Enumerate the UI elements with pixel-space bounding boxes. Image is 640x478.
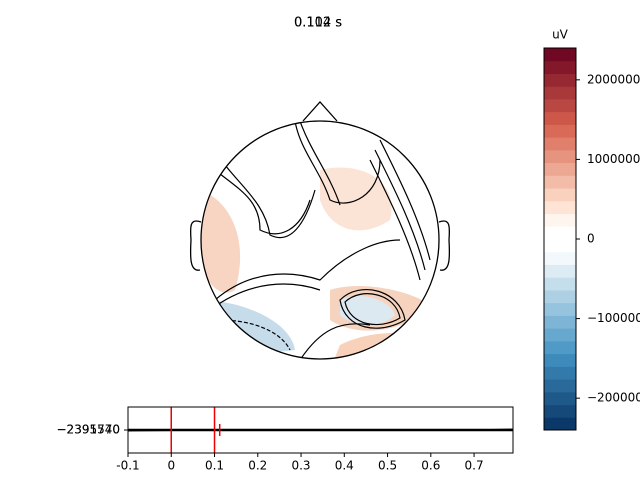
time-title: 0.112 s: [294, 16, 342, 31]
colorbar-band: [544, 48, 576, 62]
colorbar: 2000000 1000000 0 −1000000 −2000000: [543, 47, 640, 431]
y-tick-label: −2391740: [57, 423, 121, 437]
colorbar-tick-label: 0: [587, 232, 595, 246]
x-tick-label: 0: [167, 459, 175, 473]
head-outline: [200, 120, 440, 360]
x-tick-label: 0.2: [248, 459, 267, 473]
y-tick-label: −2395570: [57, 423, 121, 437]
left-ear: [189, 220, 202, 271]
x-tick-label: 0.7: [465, 459, 484, 473]
x-tick-label: 0.3: [291, 459, 310, 473]
colorbar-tick-label: 2000000: [587, 72, 640, 86]
colorbar-band: [544, 379, 576, 393]
colorbar-band: [544, 149, 576, 164]
x-tick-label: 0.5: [378, 459, 397, 473]
colorbar-band: [544, 188, 576, 202]
colorbar-tick-label: −2000000: [587, 391, 640, 405]
colorbar-band: [544, 340, 576, 355]
colorbar-band: [544, 404, 576, 418]
colorbar-band: [544, 111, 576, 125]
colorbar-band: [544, 86, 576, 100]
colorbar-band: [544, 391, 576, 406]
colorbar-band: [544, 137, 576, 151]
nose: [302, 101, 338, 122]
colorbar-band: [544, 213, 576, 227]
colorbar-band: [544, 60, 576, 74]
colorbar-band: [544, 328, 576, 342]
colorbar-label: uV: [552, 28, 569, 42]
colorbar-band: [544, 98, 576, 113]
colorbar-band: [544, 73, 576, 87]
colorbar-band: [544, 264, 576, 278]
x-tick-label: -0.1: [116, 459, 139, 473]
colorbar-band: [544, 315, 576, 329]
colorbar-band: [544, 277, 576, 291]
colorbar-band: [544, 366, 576, 380]
colorbar-band: [544, 226, 576, 240]
timeline: -0.1 0 0.1 0.2 0.3 0.4 0.5 0.6 0.7 −2395570−23917…: [57, 406, 514, 473]
signal-trace: [127, 428, 514, 432]
colorbar-band: [544, 175, 576, 189]
colorbar-band: [544, 124, 576, 138]
colorbar-band: [544, 251, 576, 265]
colorbar-tick-label: 1000000: [587, 152, 640, 166]
x-tick-label: 0.4: [335, 459, 354, 473]
colorbar-tick-label: −1000000: [587, 311, 640, 325]
x-tick-label: 0.1: [205, 459, 224, 473]
colorbar-band: [544, 162, 576, 176]
time-title: 0.104 s: [294, 16, 342, 31]
colorbar-band: [544, 417, 576, 431]
colorbar-band: [544, 200, 576, 215]
colorbar-band: [544, 239, 576, 253]
right-ear: [438, 220, 451, 271]
colorbar-band: [544, 289, 576, 304]
x-tick-label: 0.6: [421, 459, 440, 473]
colorbar-band: [544, 302, 576, 316]
colorbar-band: [544, 353, 576, 367]
